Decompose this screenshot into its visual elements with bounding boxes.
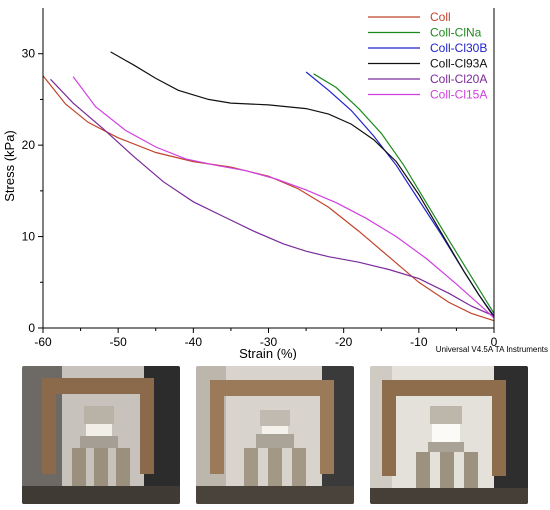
y-axis-label: Stress (kPa)	[2, 130, 17, 202]
x-tick-label: -30	[260, 335, 278, 349]
series-line-4	[50, 78, 495, 317]
x-tick-label: -60	[34, 335, 52, 349]
x-tick-label: 0	[491, 335, 498, 349]
watermark-text: Universal V4.5A TA Instruments	[436, 345, 548, 354]
legend-label-2: Coll-Cl30B	[430, 41, 487, 55]
photo-strip	[22, 366, 528, 504]
legend-label-3: Coll-Cl93A	[430, 57, 487, 71]
y-tick-label: 0	[28, 321, 35, 335]
x-tick-label: -40	[185, 335, 203, 349]
x-tick-label: -20	[335, 335, 353, 349]
series-line-1	[313, 73, 495, 314]
series-line-5	[72, 76, 495, 319]
press-photo-3	[370, 366, 528, 504]
series-line-0	[42, 75, 495, 322]
x-tick-label: -50	[109, 335, 127, 349]
x-axis-label: Strain (%)	[239, 346, 297, 360]
legend-label-0: Coll	[430, 10, 451, 24]
x-tick-label: -10	[410, 335, 428, 349]
y-tick-label: 10	[22, 230, 36, 244]
y-tick-label: 20	[22, 138, 36, 152]
series-line-2	[305, 71, 495, 317]
press-photo-1	[22, 366, 180, 504]
legend-label-5: Coll-Cl15A	[430, 88, 487, 102]
stress-strain-chart: -60 -50 -40 -30 -20 -10 0 0 10 20 30 Coll Coll-ClNa…	[2, 8, 548, 360]
legend-label-1: Coll-ClNa	[430, 26, 482, 40]
series-line-3	[110, 51, 495, 318]
legend-label-4: Coll-Cl20A	[430, 72, 487, 86]
press-photo-2	[196, 366, 354, 504]
y-tick-label: 30	[22, 47, 36, 61]
